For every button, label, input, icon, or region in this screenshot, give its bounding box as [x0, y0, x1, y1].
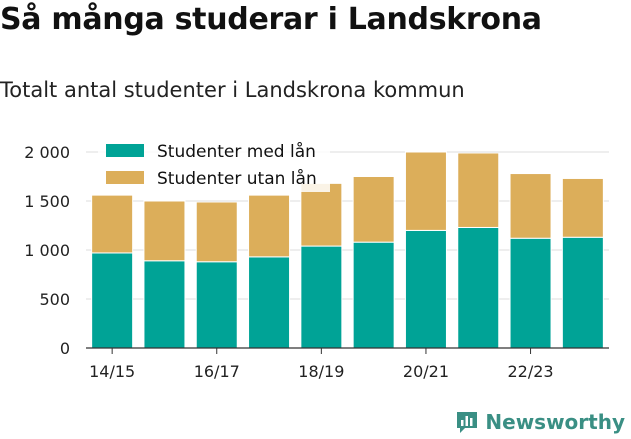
bar-studenter-utan-lan — [91, 194, 134, 254]
bar-studenter-utan-lan — [300, 182, 343, 247]
bar-studenter-utan-lan — [509, 173, 552, 239]
y-tick-label: 0 — [60, 339, 70, 358]
bar-studenter-med-lan — [404, 229, 447, 349]
bar-studenter-med-lan — [300, 245, 343, 349]
legend-label: Studenter utan lån — [157, 168, 317, 189]
legend-swatch — [106, 144, 144, 157]
bar-studenter-med-lan — [91, 252, 134, 349]
bar-studenter-utan-lan — [561, 177, 604, 238]
newsworthy-brand: Newsworthy — [455, 408, 625, 436]
x-tick-label: 22/23 — [507, 362, 553, 381]
bar-studenter-utan-lan — [352, 176, 395, 243]
bar-studenter-med-lan — [248, 256, 291, 349]
chart-subtitle: Totalt antal studenter i Landskrona komm… — [0, 78, 465, 102]
x-tick-label: 14/15 — [89, 362, 135, 381]
bar-studenter-med-lan — [457, 226, 500, 349]
bar-studenter-utan-lan — [195, 201, 238, 263]
bar-studenter-med-lan — [561, 236, 604, 349]
y-tick-label: 1 500 — [24, 192, 70, 211]
x-tick-label: 18/19 — [298, 362, 344, 381]
y-tick-label: 500 — [39, 290, 70, 309]
legend-swatch — [106, 171, 144, 184]
bar-studenter-utan-lan — [248, 194, 291, 258]
legend-label: Studenter med lån — [157, 141, 316, 162]
y-tick-label: 1 000 — [24, 241, 70, 260]
brand-name: Newsworthy — [485, 410, 625, 434]
bar-studenter-med-lan — [195, 261, 238, 349]
stacked-bar-chart: 0 500 1 000 1 500 2 000 14/15 16/17 18/19 20/21 2… — [24, 141, 609, 381]
bar-studenter-med-lan — [352, 241, 395, 349]
x-tick-label: 16/17 — [194, 362, 240, 381]
bar-studenter-utan-lan — [404, 151, 447, 231]
bar-chart-logo-icon — [457, 412, 478, 433]
y-tick-label: 2 000 — [24, 143, 70, 162]
bar-studenter-utan-lan — [143, 200, 186, 262]
bar-studenter-med-lan — [509, 237, 552, 349]
x-tick-label: 20/21 — [403, 362, 449, 381]
bar-studenter-med-lan — [143, 260, 186, 349]
bar-studenter-utan-lan — [457, 152, 500, 228]
chart-title: Så många studerar i Landskrona — [0, 2, 542, 37]
